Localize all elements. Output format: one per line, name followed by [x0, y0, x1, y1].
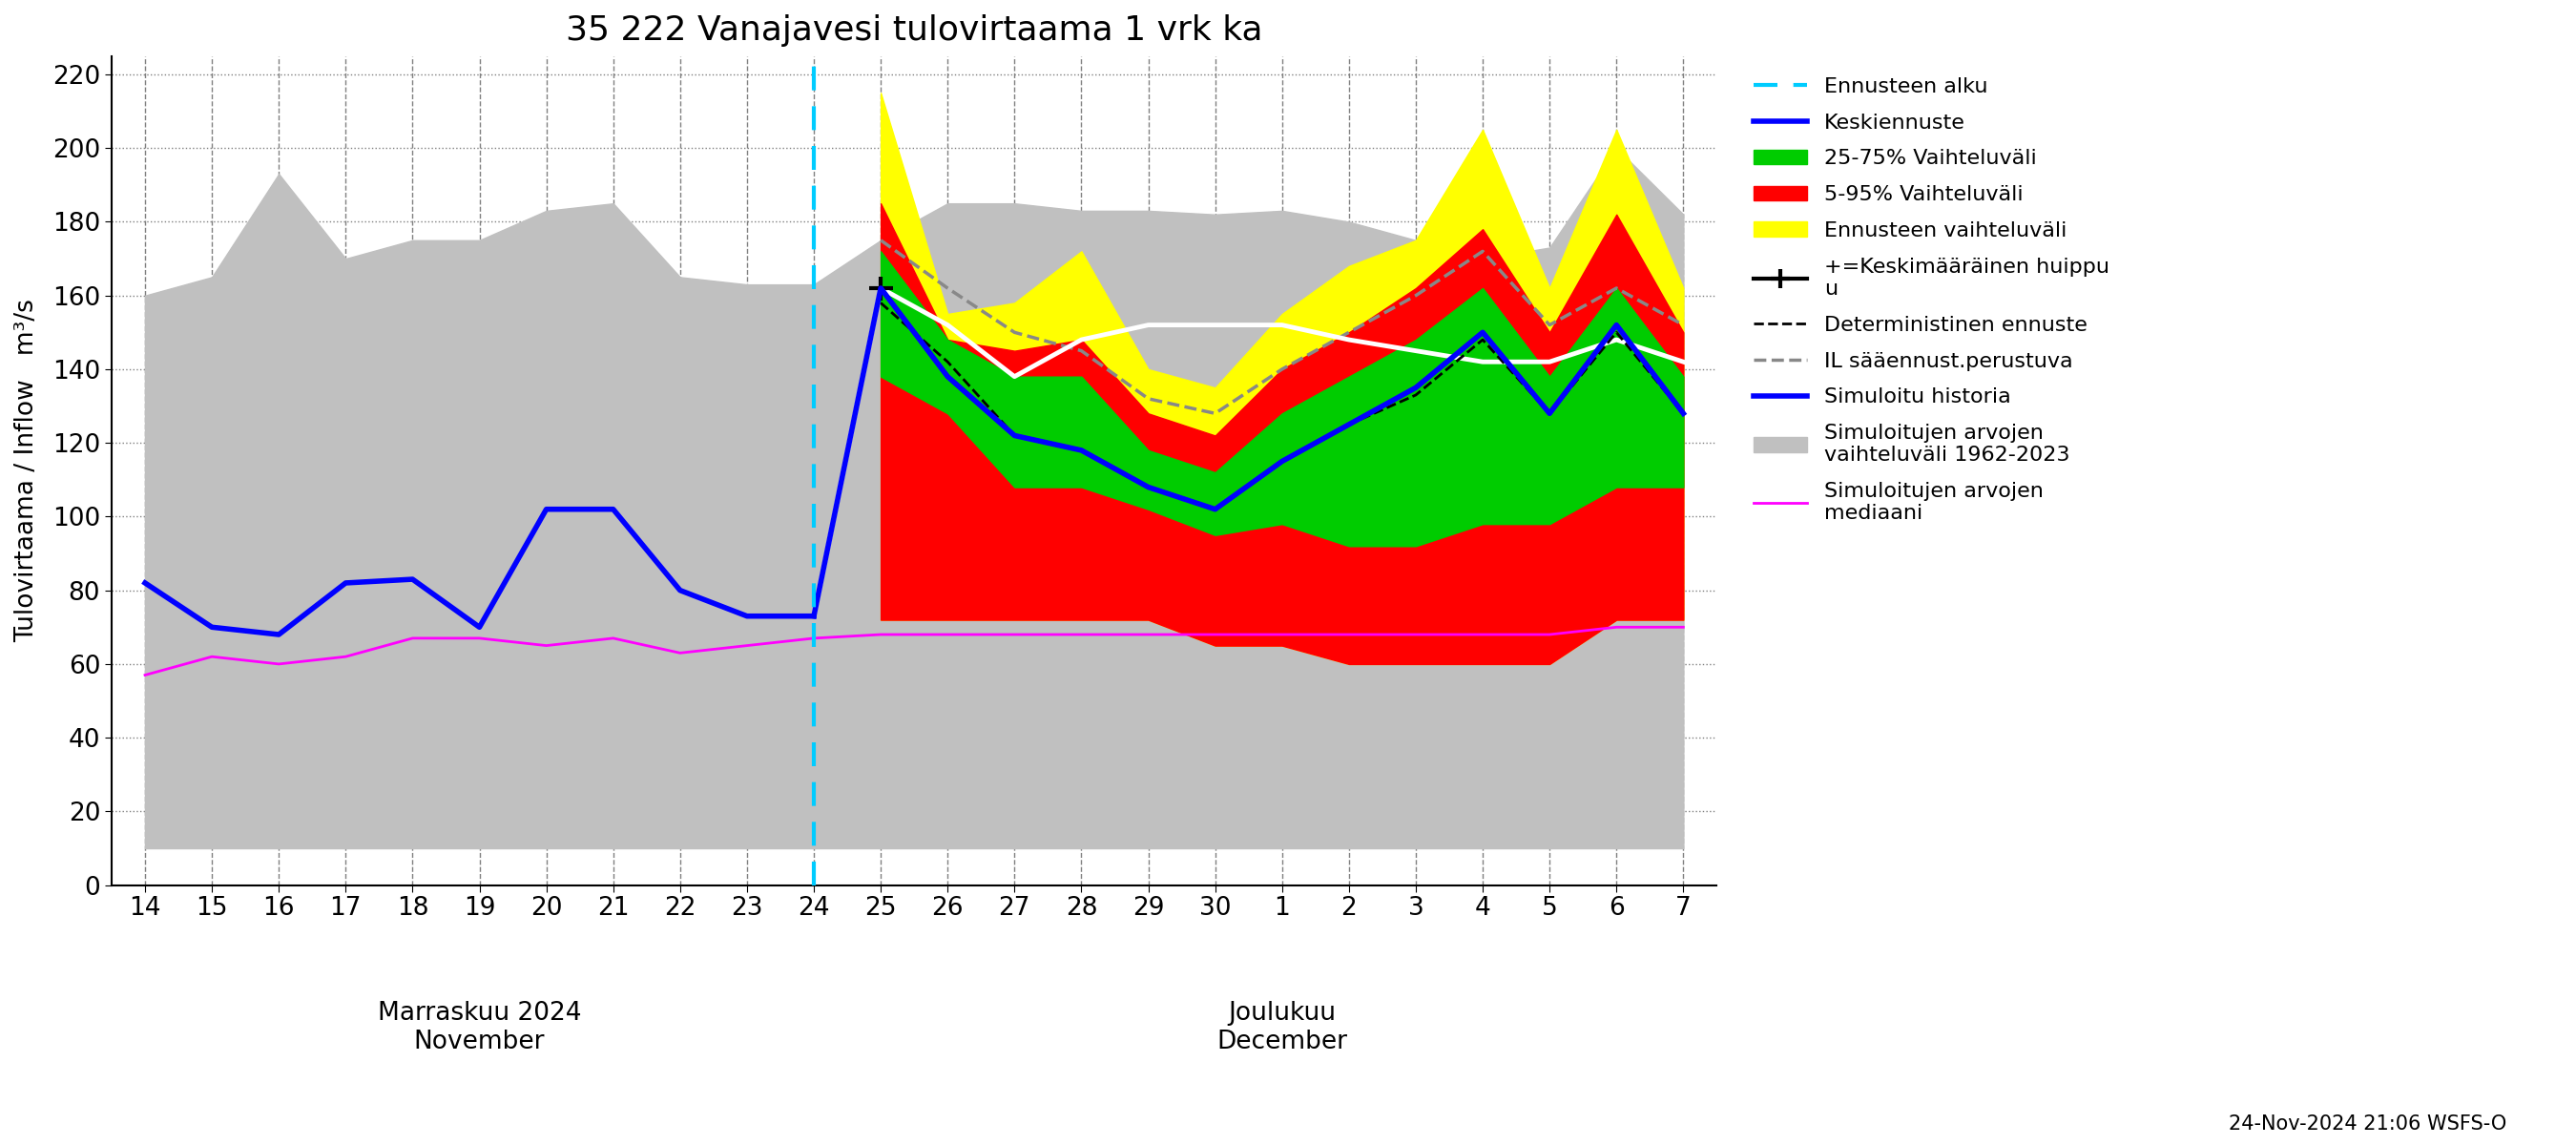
Text: 24-Nov-2024 21:06 WSFS-O: 24-Nov-2024 21:06 WSFS-O: [2228, 1114, 2506, 1134]
Text: Joulukuu
December: Joulukuu December: [1216, 1001, 1347, 1055]
Y-axis label: Tulovirtaama / Inflow   m³/s: Tulovirtaama / Inflow m³/s: [15, 299, 39, 642]
Legend: Ennusteen alku, Keskiennuste, 25-75% Vaihteluväli, 5-95% Vaihteluväli, Ennusteen: Ennusteen alku, Keskiennuste, 25-75% Vai…: [1744, 66, 2120, 534]
Title: 35 222 Vanajavesi tulovirtaama 1 vrk ka: 35 222 Vanajavesi tulovirtaama 1 vrk ka: [567, 14, 1262, 47]
Text: Marraskuu 2024
November: Marraskuu 2024 November: [379, 1001, 582, 1055]
